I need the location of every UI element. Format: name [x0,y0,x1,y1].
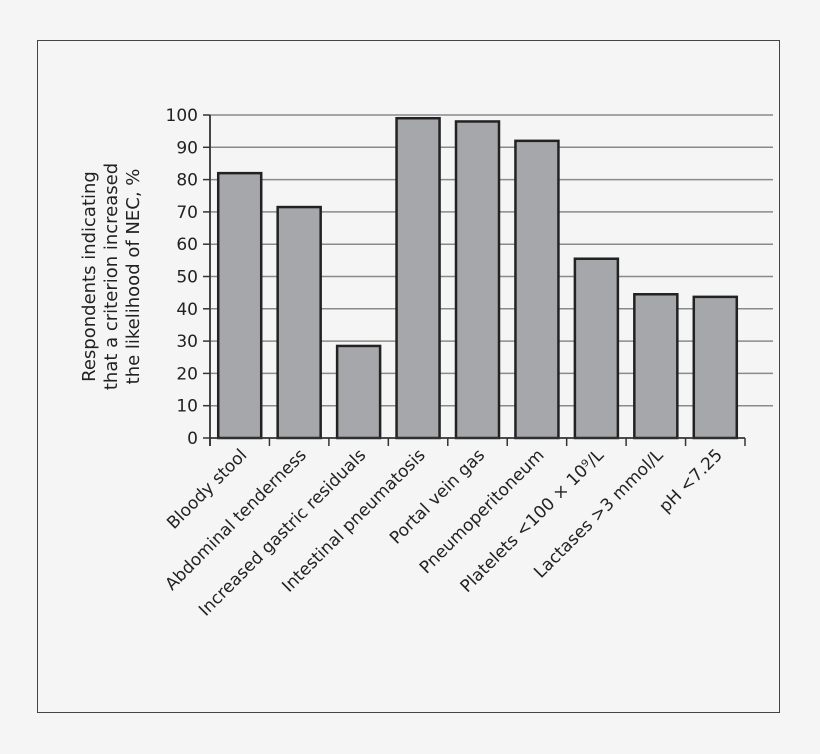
bar [216,171,263,440]
bar [514,139,560,440]
y-tick-label: 50 [176,268,198,288]
y-tick-label: 70 [176,203,198,223]
y-axis-label-line: Respondents indicating [79,171,100,382]
bars [216,116,739,440]
bar [573,257,620,440]
y-tick-label: 100 [166,106,198,126]
y-axis-label-line: that a criterion increased [101,163,122,390]
bar [633,293,679,440]
axes [209,115,746,446]
x-category-label: pH <7.25 [655,445,726,516]
bar [395,116,441,440]
bar [692,295,739,440]
bar [276,205,322,440]
bar [454,120,501,440]
y-axis-label-line: the likelihood of NEC, % [123,169,144,385]
y-axis-label: Respondents indicating that a criterion i… [79,163,144,390]
y-axis-ticks: 0 10 20 30 40 50 60 70 80 90 100 [166,106,210,449]
y-tick-label: 0 [187,429,198,449]
y-tick-label: 60 [176,235,198,255]
y-tick-label: 80 [176,171,198,191]
y-tick-label: 10 [176,397,198,417]
y-tick-label: 90 [176,138,198,158]
y-tick-label: 30 [176,332,198,352]
bar [335,344,382,440]
y-tick-label: 40 [176,300,198,320]
y-tick-label: 20 [176,364,198,384]
